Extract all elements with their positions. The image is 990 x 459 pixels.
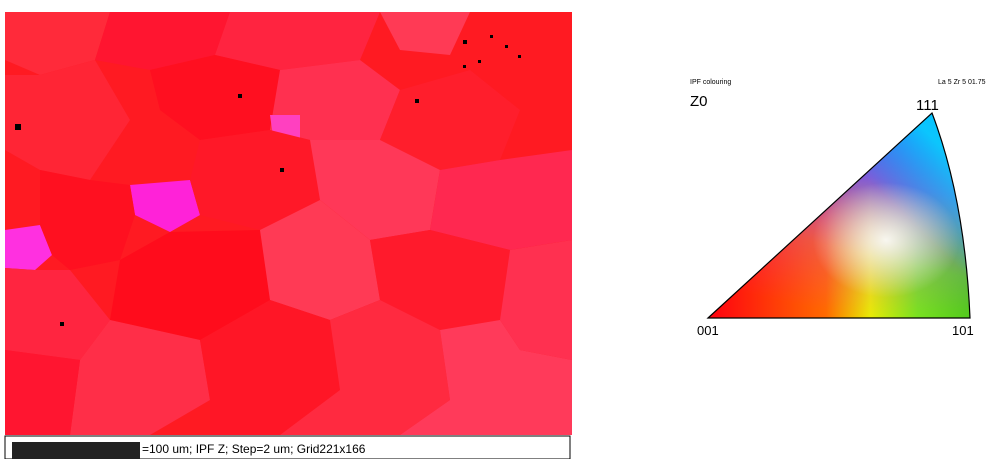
corner-001: 001 <box>697 323 719 338</box>
caption: =100 um; IPF Z; Step=2 um; Grid221x166 <box>142 442 366 456</box>
orientation-map <box>5 12 572 435</box>
scale-bar <box>12 442 140 459</box>
corner-111: 111 <box>916 97 939 114</box>
caption-bar <box>4 435 571 459</box>
legend-title: IPF colouring <box>690 79 731 86</box>
phase-name: La 5 Zr 5 01.75 <box>938 79 986 86</box>
ipf-triangle <box>706 111 971 319</box>
corner-101: 101 <box>952 323 974 338</box>
axis-label: Z0 <box>690 93 708 110</box>
